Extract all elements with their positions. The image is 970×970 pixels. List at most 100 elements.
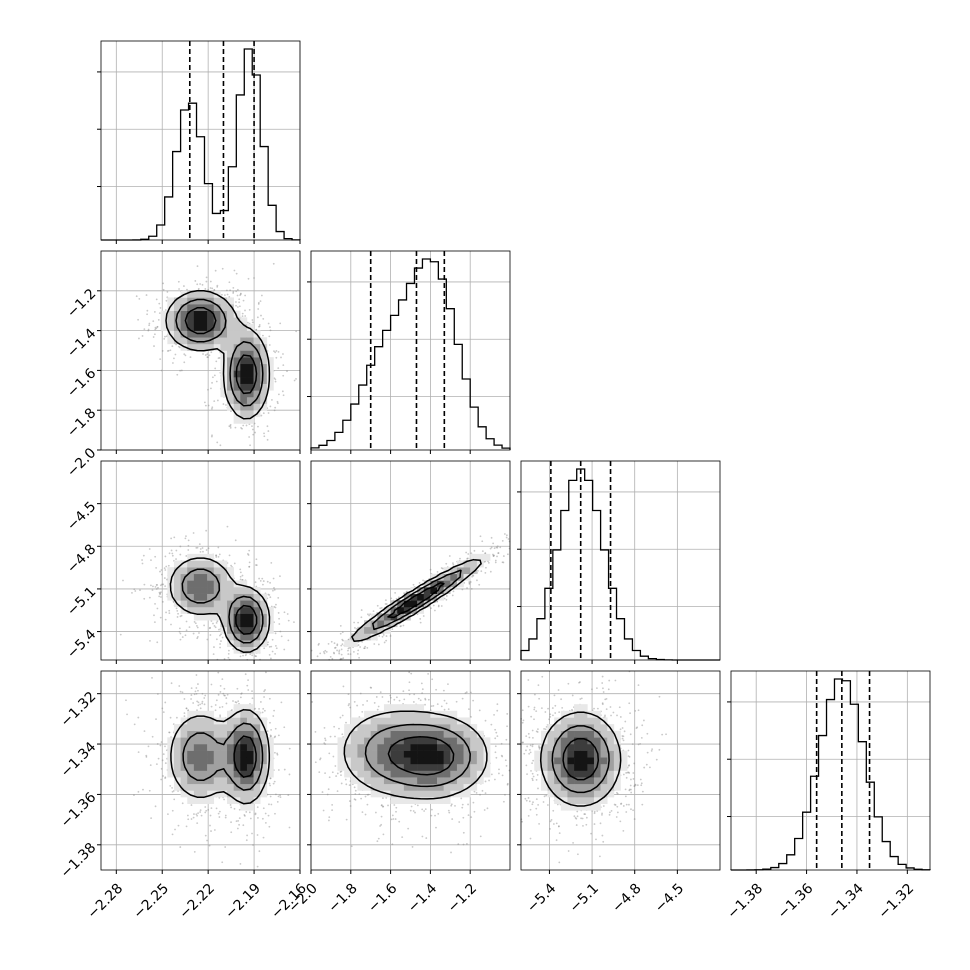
scatter-point xyxy=(214,367,217,370)
scatter-point xyxy=(409,809,412,812)
scatter-point xyxy=(295,330,298,333)
density-cell xyxy=(187,717,195,725)
scatter-point xyxy=(287,794,290,796)
scatter-point xyxy=(347,649,349,652)
density-cell xyxy=(187,330,195,338)
scatter-point xyxy=(213,289,216,292)
density-cell xyxy=(240,803,248,811)
scatter-point xyxy=(185,707,188,710)
scatter-point xyxy=(271,638,274,641)
scatter-point xyxy=(162,288,165,291)
scatter-point xyxy=(506,783,509,786)
scatter-point xyxy=(256,316,259,319)
scatter-point xyxy=(135,295,138,298)
density-cell xyxy=(246,350,254,358)
scatter-point xyxy=(234,701,237,703)
scatter-point xyxy=(204,694,207,697)
scatter-point xyxy=(262,707,265,710)
scatter-point xyxy=(258,325,261,328)
density-cell xyxy=(246,646,254,654)
scatter-point xyxy=(228,425,231,428)
scatter-point xyxy=(177,612,179,615)
scatter-point xyxy=(373,643,376,645)
scatter-point xyxy=(147,328,150,331)
density-cell xyxy=(240,377,248,384)
scatter-point xyxy=(461,806,464,809)
density-cell xyxy=(173,737,181,745)
density-cell xyxy=(233,763,241,771)
scatter-point xyxy=(156,743,159,745)
scatter-point xyxy=(150,584,152,587)
density-cell xyxy=(443,580,451,588)
scatter-point xyxy=(190,818,193,820)
scatter-point xyxy=(176,609,179,612)
scatter-point xyxy=(324,772,326,774)
scatter-point xyxy=(251,425,253,428)
density-cell xyxy=(187,737,195,745)
scatter-point xyxy=(209,280,212,283)
density-cell xyxy=(253,593,261,601)
contour-line xyxy=(351,558,482,642)
scatter-point xyxy=(354,793,357,795)
density-cell xyxy=(450,567,458,575)
scatter-point xyxy=(479,835,482,838)
scatter-point xyxy=(288,747,291,750)
scatter-point xyxy=(268,697,271,700)
density-cell xyxy=(463,560,471,568)
scatter-point xyxy=(219,444,222,447)
scatter-point xyxy=(196,624,198,627)
scatter-point xyxy=(274,380,277,383)
contour-line xyxy=(233,735,257,778)
scatter-point xyxy=(376,840,379,843)
scatter-point xyxy=(148,548,151,550)
scatter-point xyxy=(204,806,207,808)
scatter-point xyxy=(164,745,166,748)
density-cell xyxy=(213,317,221,325)
scatter-point xyxy=(242,299,245,302)
density-cell xyxy=(200,343,208,351)
density-cell xyxy=(266,750,274,758)
scatter-point xyxy=(486,807,489,810)
scatter-point xyxy=(194,280,197,282)
density-cell xyxy=(246,724,254,731)
density-cell xyxy=(180,750,188,758)
density-cell xyxy=(213,560,221,568)
scatter-point xyxy=(206,638,209,641)
density-cell xyxy=(227,600,234,608)
scatter-point xyxy=(380,815,383,818)
scatter-point xyxy=(212,622,214,625)
scatter-point xyxy=(353,626,356,629)
scatter-point xyxy=(172,362,174,364)
density-cell xyxy=(213,790,221,798)
scatter-point xyxy=(205,549,208,551)
scatter-point xyxy=(259,579,262,582)
scatter-point xyxy=(416,804,419,807)
scatter-point xyxy=(272,715,275,717)
scatter-point xyxy=(165,335,168,338)
scatter-point xyxy=(276,800,279,803)
scatter-point xyxy=(266,425,269,428)
scatter-point xyxy=(198,632,200,634)
density-cell xyxy=(246,600,254,608)
scatter-point xyxy=(345,721,347,724)
scatter-point xyxy=(154,603,156,605)
scatter-point xyxy=(223,658,226,660)
scatter-point xyxy=(255,328,258,331)
density-cell xyxy=(253,377,261,384)
density-cell xyxy=(240,704,248,712)
density-cell xyxy=(227,633,234,641)
scatter-point xyxy=(233,807,236,810)
scatter-point xyxy=(451,594,454,597)
density-cell xyxy=(260,350,268,358)
scatter-point xyxy=(333,642,336,645)
scatter-point xyxy=(183,285,185,287)
scatter-point xyxy=(170,537,173,540)
scatter-point xyxy=(190,698,192,700)
scatter-point xyxy=(176,616,179,618)
scatter-point xyxy=(189,356,192,359)
scatter-point xyxy=(155,566,158,569)
scatter-point xyxy=(251,654,254,657)
scatter-point xyxy=(179,545,182,548)
density-cell xyxy=(240,640,248,648)
scatter-point xyxy=(243,815,246,817)
